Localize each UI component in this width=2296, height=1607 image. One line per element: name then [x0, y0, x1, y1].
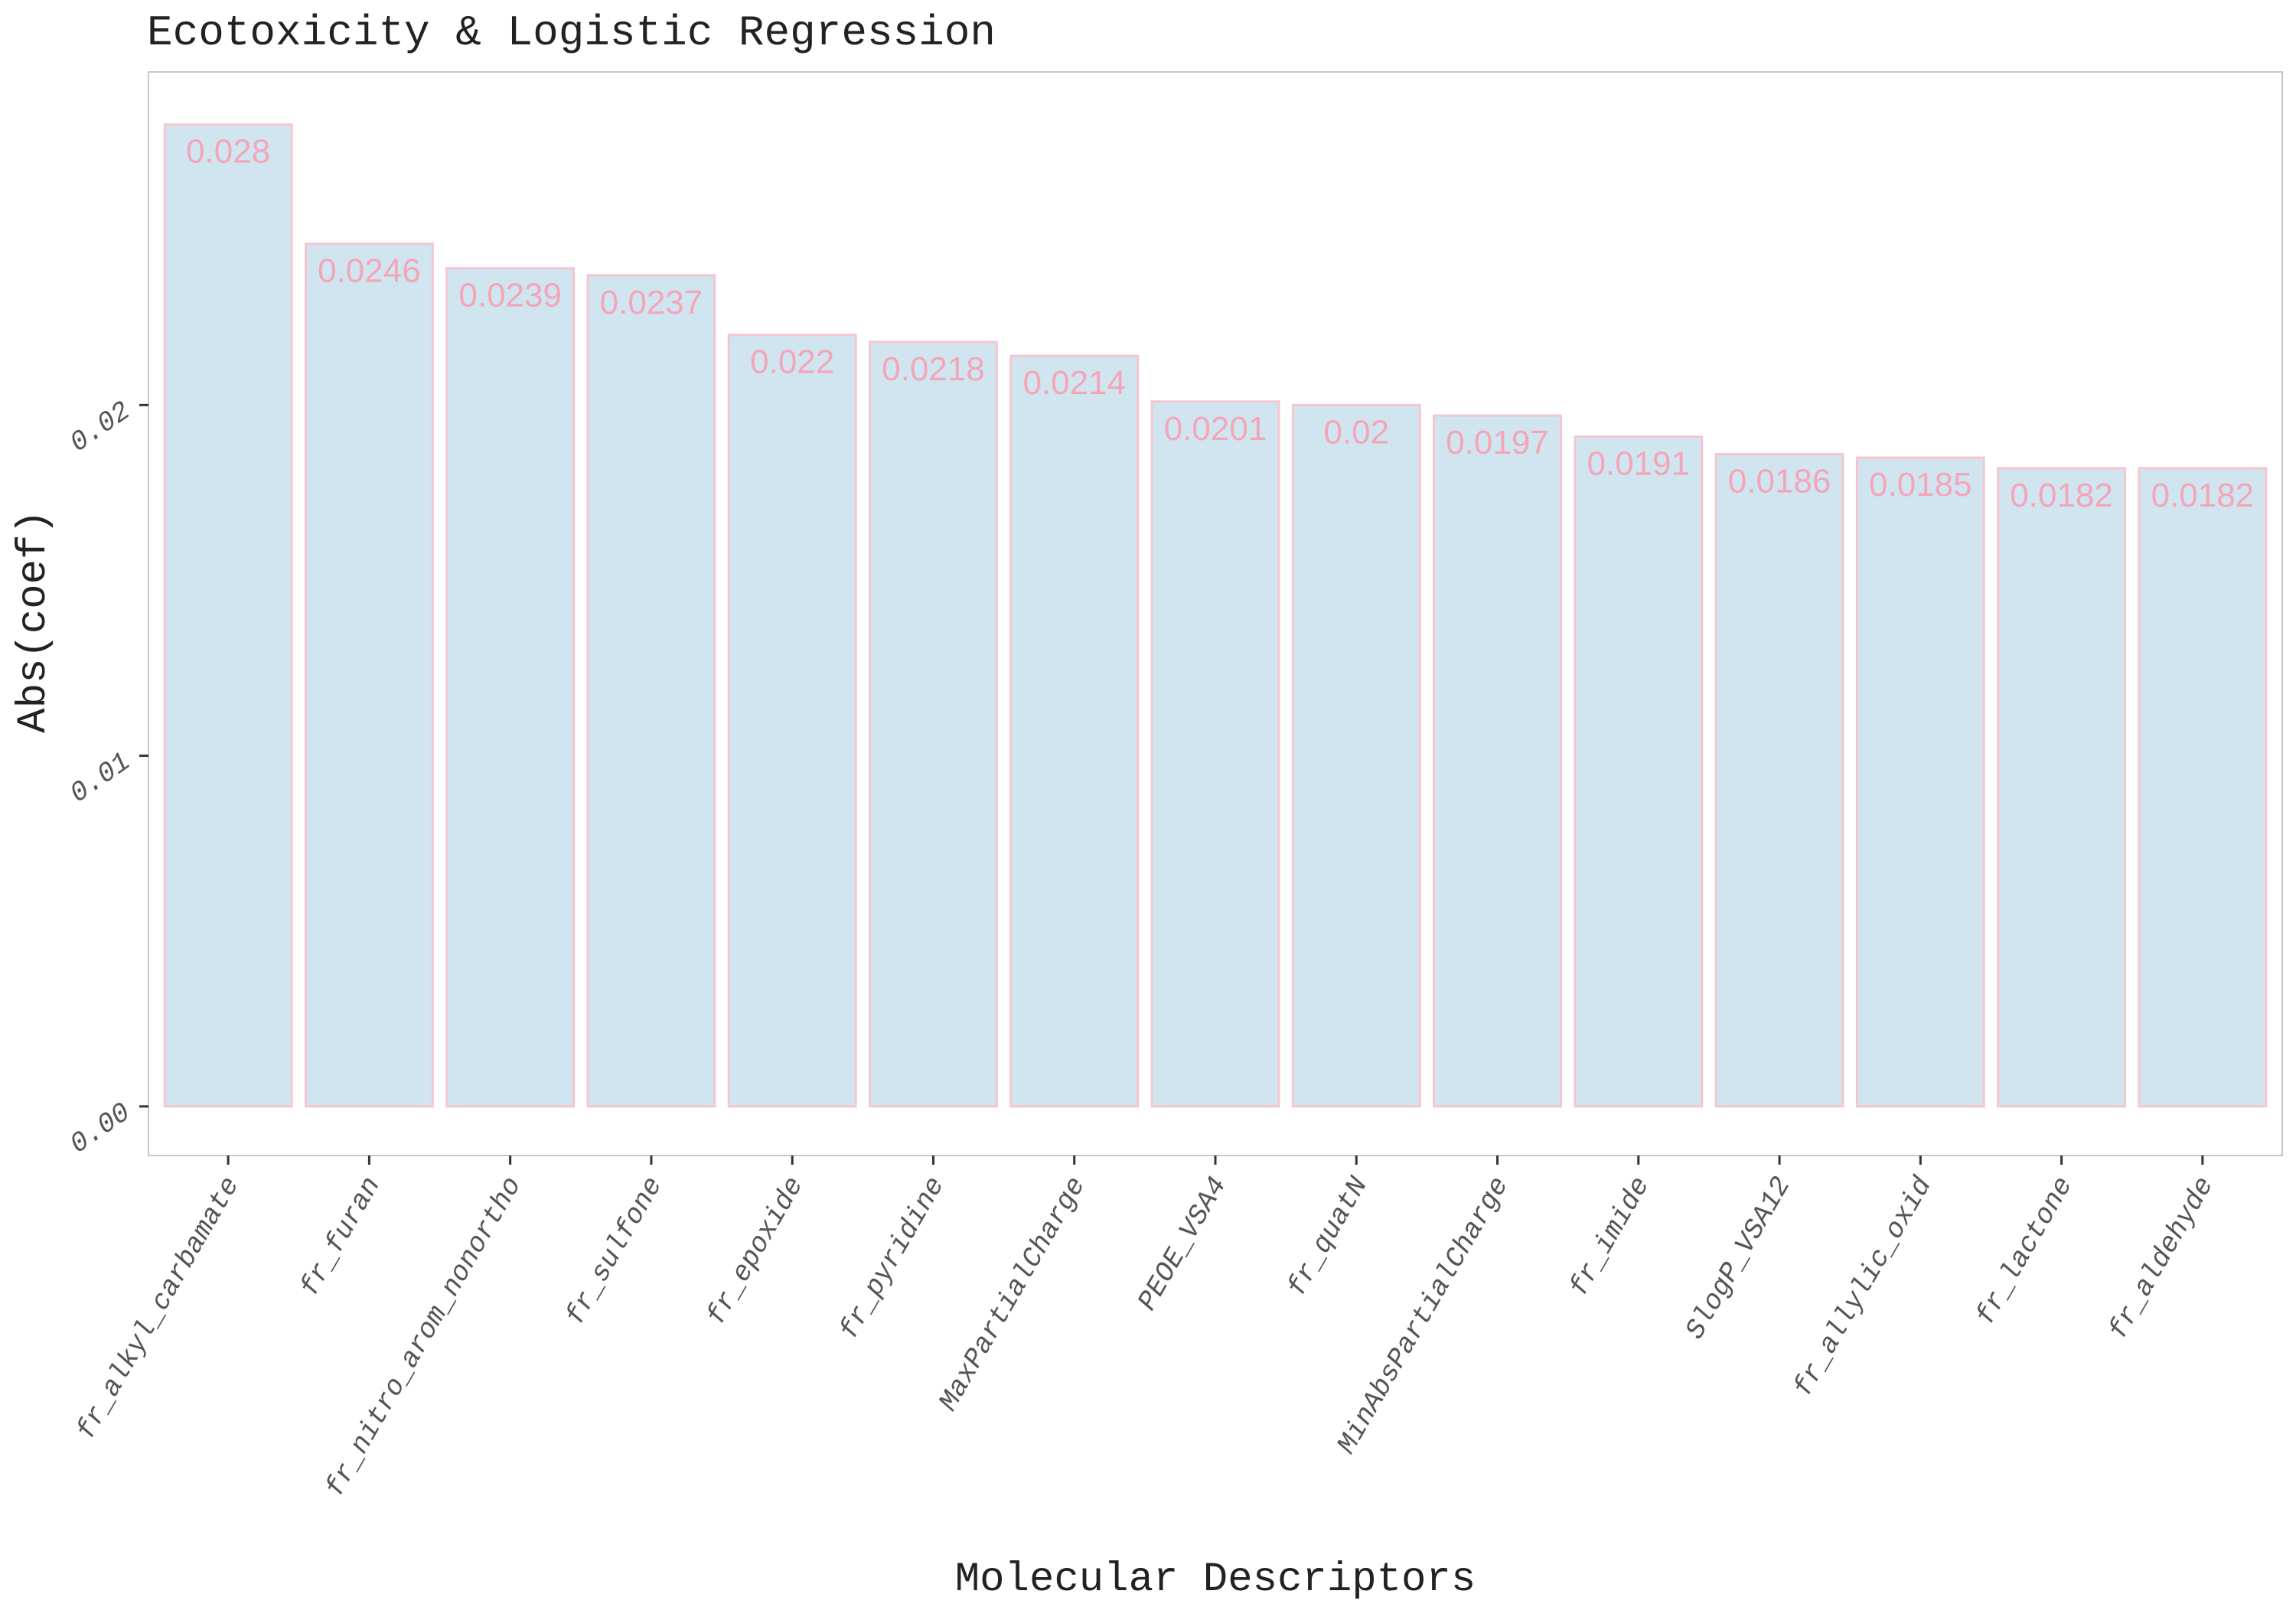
bar [304, 243, 434, 1108]
bar-value-label: 0.0185 [1869, 466, 1972, 504]
bar-value-label: 0.0191 [1587, 445, 1691, 483]
x-tick-label: fr_furan [294, 1172, 387, 1302]
bar [163, 123, 293, 1108]
bar-value-label: 0.022 [750, 344, 834, 381]
bar [727, 334, 857, 1108]
bar-value-label: 0.0182 [2151, 477, 2255, 514]
bar [1291, 403, 1421, 1108]
bar [1433, 414, 1562, 1108]
bar-value-label: 0.0237 [600, 284, 703, 321]
bar [1009, 354, 1140, 1108]
bar [1997, 467, 2127, 1108]
x-tick-label: fr_epoxide [700, 1172, 810, 1331]
x-axis: fr_alkyl_carbamate fr_furanfr_nitro_arom_… [70, 1156, 2220, 1502]
bar-value-label: 0.0186 [1728, 462, 1831, 500]
bar-value-label: 0.0246 [318, 253, 421, 290]
x-tick-label: MinAbsPartialCharge [1331, 1172, 1515, 1459]
bar-value-label: 0.0197 [1446, 424, 1549, 461]
bar-value-label: 0.0182 [2010, 477, 2113, 514]
x-tick-label: MaxPartialCharge [933, 1172, 1092, 1416]
bar [2138, 467, 2268, 1108]
bar [1574, 435, 1704, 1108]
bar [586, 274, 716, 1108]
x-tick-label: fr_sulfone [559, 1172, 670, 1331]
x-tick-label: fr_pyridine [833, 1172, 951, 1345]
bar-value-label: 0.0239 [458, 277, 562, 315]
x-tick-label: fr_aldehyde [2102, 1172, 2220, 1345]
y-tick-label: 0.00 [64, 1097, 136, 1160]
x-tick-label: SlogP_VSA12 [1679, 1172, 1797, 1345]
x-tick-label: fr_quatN [1281, 1172, 1375, 1302]
bar [1150, 400, 1280, 1108]
y-tick-label: 0.02 [64, 396, 136, 459]
bar [1714, 452, 1844, 1108]
bar-value-label: 0.0218 [882, 350, 985, 388]
y-axis: 0.00 0.01 0.02 [64, 396, 148, 1160]
x-tick-label: fr_alkyl_carbamate [70, 1172, 246, 1445]
y-tick-label: 0.01 [64, 746, 136, 810]
bar [869, 341, 998, 1108]
chart-title: Ecotoxicity & Logistic Regression [147, 8, 996, 57]
y-axis-title: Abs(coef) [11, 510, 57, 733]
x-axis-title: Molecular Descriptors [955, 1556, 1476, 1603]
bar-value-label: 0.0201 [1164, 410, 1267, 448]
x-tick-label: fr_imide [1563, 1172, 1656, 1302]
bar [445, 267, 576, 1108]
x-tick-label: PEOE_VSA4 [1132, 1172, 1234, 1316]
bars-group: 0.028 0.0246 0.0239 0.0237 0.022 0.0218 0.0214… [163, 123, 2268, 1108]
bar [1855, 456, 1985, 1108]
bar-value-label: 0.0214 [1022, 364, 1126, 402]
x-tick-label: fr_allylic_oxid [1787, 1172, 1939, 1402]
bar-value-label: 0.02 [1323, 413, 1389, 451]
x-tick-label: fr_lactone [1970, 1172, 2080, 1331]
bar-value-label: 0.028 [186, 133, 270, 171]
